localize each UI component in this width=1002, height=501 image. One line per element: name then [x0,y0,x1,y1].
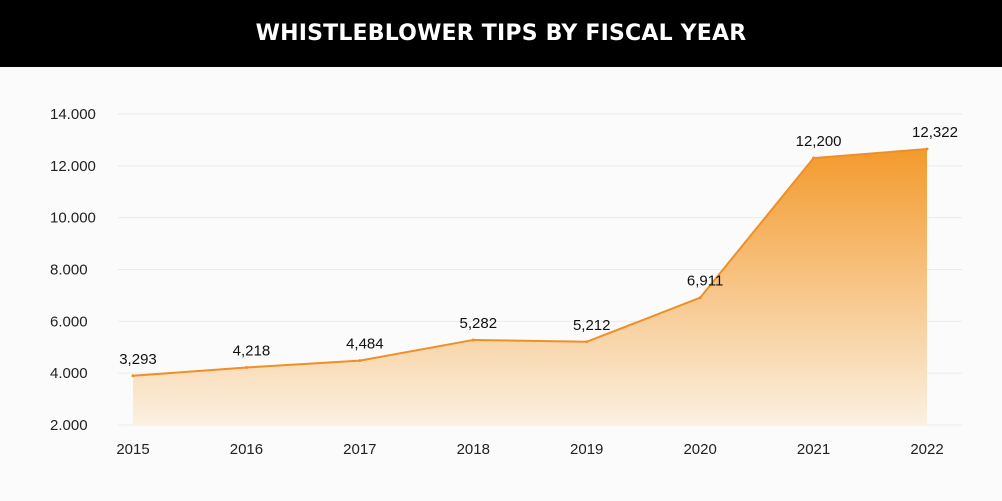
data-label: 6,911 [687,273,723,290]
y-tick-label: 12.000 [50,158,96,175]
x-tick-label: 2016 [230,441,263,458]
y-axis: 2.000 4.000 6.000 8.000 10.000 12.000 14.000 [50,106,96,434]
x-tick-label: 2021 [797,441,830,458]
area-series [131,147,929,426]
data-label: 4,218 [233,343,271,360]
x-tick-label: 2015 [116,441,149,458]
data-label: 5,282 [460,315,498,332]
chart-panel: 2.000 4.000 6.000 8.000 10.000 12.000 14.000 2… [0,67,1002,501]
data-point [812,156,816,160]
data-point [698,296,702,300]
chart-title: WHISTLEBLOWER TIPS BY FISCAL YEAR [255,21,747,46]
chart-title-bar: WHISTLEBLOWER TIPS BY FISCAL YEAR [0,0,1002,67]
data-point [358,359,362,363]
data-point [131,374,135,378]
data-point [244,366,248,370]
area-line [132,147,928,377]
y-tick-label: 2.000 [50,417,88,434]
x-tick-label: 2017 [343,441,376,458]
data-point [471,338,475,342]
area-fill [133,148,927,426]
x-tick-label: 2022 [910,441,943,458]
y-tick-label: 8.000 [50,262,88,279]
data-label: 12,322 [912,124,958,141]
y-tick-label: 4.000 [50,365,88,382]
x-tick-label: 2019 [570,441,603,458]
x-tick-label: 2020 [683,441,716,458]
y-tick-label: 6.000 [50,313,88,330]
data-label: 12,200 [796,133,842,150]
x-axis: 2015 2016 2017 2018 2019 2020 2021 2022 [116,441,943,458]
data-labels: 3,293 4,218 4,484 5,282 5,212 6,911 12,200 12,3… [119,124,958,368]
data-label: 5,212 [573,317,611,334]
area-chart: 2.000 4.000 6.000 8.000 10.000 12.000 14.000 2… [50,106,962,458]
data-label: 3,293 [119,351,157,368]
x-tick-label: 2018 [457,441,490,458]
data-point [925,147,929,151]
y-tick-label: 14.000 [50,106,96,123]
data-label: 4,484 [346,336,384,353]
data-point [585,340,589,344]
y-tick-label: 10.000 [50,210,96,227]
